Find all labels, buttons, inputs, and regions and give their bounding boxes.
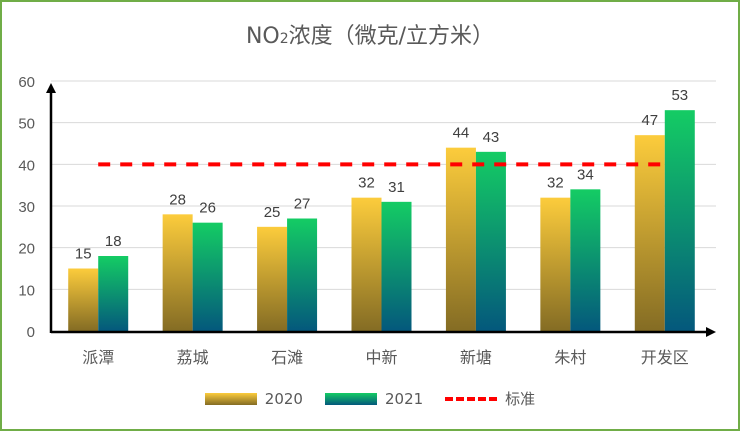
legend-label: 2021 <box>384 389 424 408</box>
legend-item-standard: 标准 <box>445 388 535 409</box>
x-tick-label: 石滩 <box>271 348 303 367</box>
legend-swatch <box>445 396 498 401</box>
x-tick-label: 朱村 <box>554 348 586 367</box>
bar-2020 <box>445 147 476 331</box>
data-label: 32 <box>547 175 564 192</box>
x-tick-label: 中新 <box>365 348 397 367</box>
data-label: 18 <box>105 233 122 250</box>
bar-2021 <box>192 222 223 331</box>
data-label: 26 <box>199 200 216 217</box>
legend-label: 标准 <box>505 390 536 408</box>
data-label: 25 <box>264 204 281 221</box>
x-axis-arrow <box>706 327 716 337</box>
x-tick-label: 开发区 <box>641 348 689 367</box>
y-tick-label: 10 <box>18 282 35 299</box>
data-label: 34 <box>577 166 594 183</box>
bar-2021 <box>98 256 129 331</box>
bar-2021 <box>664 110 695 332</box>
chart-title: NO2浓度（微克/立方米） <box>0 18 740 50</box>
legend-swatch <box>204 392 257 405</box>
y-tick-label: 20 <box>18 241 35 258</box>
data-label: 53 <box>671 87 688 104</box>
x-tick-label: 新塘 <box>460 348 492 367</box>
x-tick-label: 派潭 <box>82 348 114 367</box>
bar-2020 <box>351 197 382 331</box>
y-tick-label: 40 <box>18 157 35 174</box>
bar-2021 <box>381 201 412 331</box>
bar-2021 <box>287 218 318 331</box>
bar-2020 <box>68 268 99 331</box>
title-subscript: 2 <box>279 31 289 47</box>
data-label: 28 <box>169 191 186 208</box>
data-label: 32 <box>358 175 375 192</box>
data-label: 15 <box>75 246 92 263</box>
title-part: 浓度（微克/立方米） <box>288 24 495 49</box>
y-tick-label: 60 <box>18 74 35 91</box>
bar-2020 <box>634 135 665 331</box>
legend-swatch <box>324 392 377 405</box>
bar-2020 <box>540 197 571 331</box>
y-tick-label: 0 <box>27 324 35 341</box>
data-label: 47 <box>641 112 658 129</box>
x-tick-label: 荔城 <box>177 348 209 367</box>
data-label: 44 <box>453 125 470 142</box>
title-part: NO <box>245 24 280 49</box>
data-label: 43 <box>483 129 500 146</box>
legend-item-2021: 2021 <box>324 389 424 408</box>
bar-2020 <box>257 226 288 331</box>
y-axis-arrow <box>46 83 56 93</box>
bar-2021 <box>475 151 506 331</box>
legend-item-2020: 2020 <box>204 389 303 408</box>
bar-2021 <box>570 189 601 331</box>
y-tick-label: 50 <box>18 116 35 133</box>
data-label: 27 <box>294 196 311 213</box>
legend-label: 2020 <box>264 389 303 408</box>
y-tick-label: 30 <box>18 199 35 216</box>
data-label: 31 <box>388 179 405 196</box>
legend: 2020 2021 标准 <box>0 388 740 409</box>
bar-2020 <box>162 214 193 331</box>
